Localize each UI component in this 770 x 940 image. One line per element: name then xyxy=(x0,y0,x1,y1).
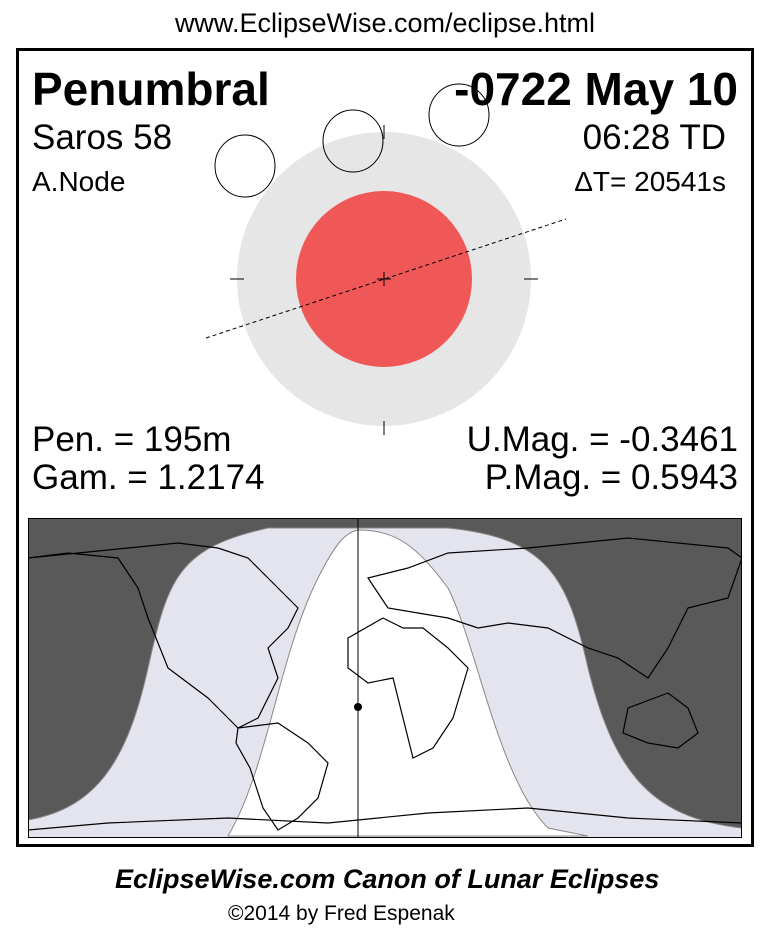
footer-copyright: ©2014 by Fred Espenak xyxy=(228,902,455,925)
moon-first-contact xyxy=(214,134,276,198)
eclipse-frame xyxy=(16,48,754,847)
moon-greatest-eclipse xyxy=(322,109,384,173)
node: A.Node xyxy=(32,166,126,197)
header-url: www.EclipseWise.com/eclipse.html xyxy=(174,8,596,38)
visibility-map xyxy=(28,518,742,838)
delta-t: ΔT= 20541s xyxy=(574,166,726,197)
eclipse-type: Penumbral xyxy=(32,63,270,115)
footer-title: EclipseWise.com Canon of Lunar Eclipses xyxy=(115,864,660,894)
penumbral-magnitude: P.Mag. = 0.5943 xyxy=(484,458,738,497)
eclipse-time: 06:28 TD xyxy=(582,118,726,157)
eclipse-geometry-diagram xyxy=(205,83,567,435)
sub-lunar-point xyxy=(354,703,362,711)
umbral-magnitude: U.Mag. = -0.3461 xyxy=(466,420,738,459)
moon-last-contact xyxy=(428,83,490,147)
gamma: Gam. = 1.2174 xyxy=(32,458,265,497)
saros-number: Saros 58 xyxy=(32,118,173,157)
penumbral-duration: Pen. = 195m xyxy=(32,420,232,459)
eclipse-date: -0722 May 10 xyxy=(454,63,738,115)
map-border xyxy=(28,518,742,838)
full-visibility-zone xyxy=(227,529,589,837)
continent-outlines xyxy=(28,537,742,831)
